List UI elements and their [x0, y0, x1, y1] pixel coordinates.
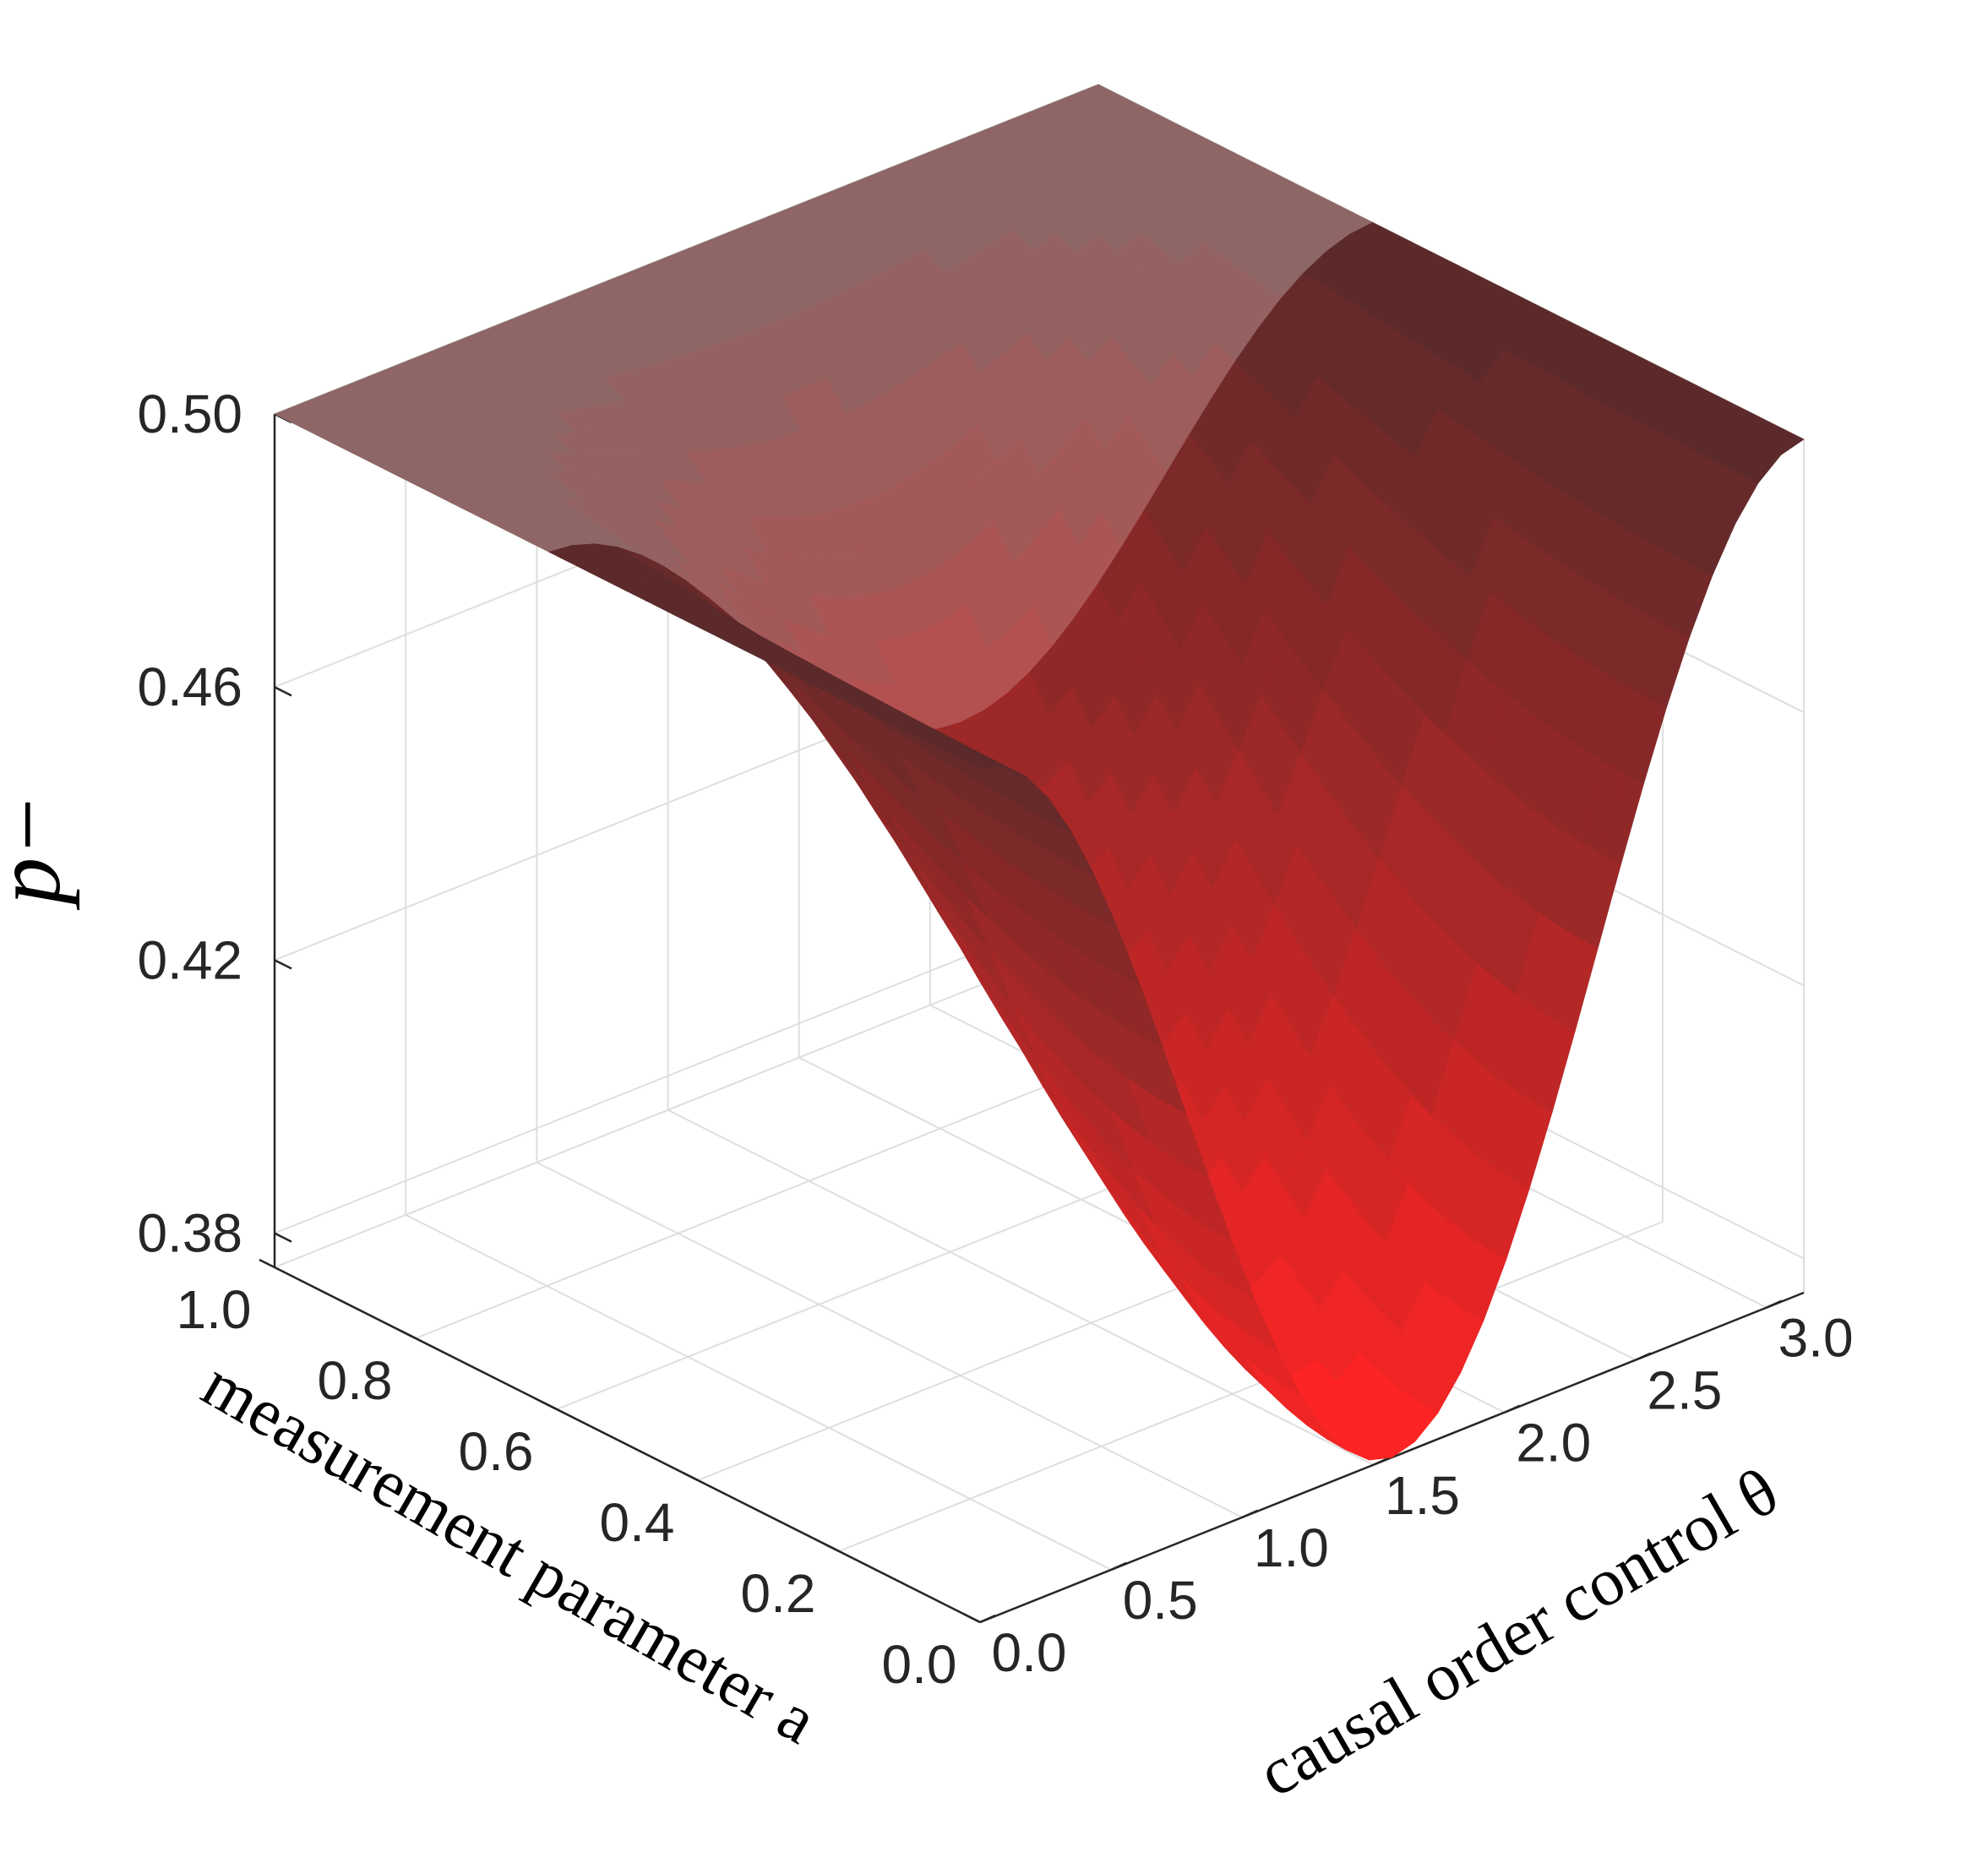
- z-tick: [274, 959, 292, 970]
- grid-line-floor-a: [274, 937, 1099, 1268]
- y-tick-label: 0.4: [600, 1492, 675, 1553]
- z-tick: [274, 686, 292, 697]
- y-tick-label: 0.6: [459, 1421, 534, 1482]
- grid-line-floor-theta: [536, 1161, 1243, 1518]
- y-tick: [541, 1400, 558, 1411]
- z-tick-label: 0.46: [137, 656, 242, 717]
- x-tick: [1766, 1299, 1783, 1309]
- y-tick-label: 0.2: [741, 1563, 816, 1624]
- x-tick: [979, 1614, 996, 1624]
- x-tick: [1635, 1352, 1652, 1361]
- x-tick-label: 1.5: [1385, 1465, 1460, 1526]
- x-tick: [1504, 1404, 1521, 1414]
- y-tick: [823, 1542, 840, 1553]
- y-tick: [964, 1613, 981, 1624]
- x-tick-label: 0.5: [1123, 1570, 1198, 1631]
- grid-line-floor-a: [838, 1221, 1664, 1552]
- x-tick: [1110, 1561, 1127, 1572]
- y-tick-label: 1.0: [177, 1279, 252, 1340]
- x-tick-label: 2.0: [1516, 1413, 1591, 1474]
- y-tick: [400, 1329, 417, 1340]
- y-tick: [682, 1471, 699, 1482]
- z-tick: [274, 1232, 292, 1243]
- y-axis-line: [274, 1266, 981, 1624]
- x-tick: [1373, 1457, 1390, 1466]
- y-tick-label: 0.0: [882, 1634, 957, 1695]
- y-tick: [259, 1258, 275, 1269]
- z-tick-label: 0.42: [137, 929, 242, 990]
- grid-line-wall-z: [274, 902, 1099, 1234]
- z-axis-title: p−: [0, 793, 80, 911]
- grid-line-floor-theta: [667, 1109, 1374, 1466]
- x-tick-label: 3.0: [1778, 1308, 1854, 1369]
- grid-line-floor-theta: [405, 1214, 1112, 1571]
- x-tick-label: 1.0: [1254, 1517, 1329, 1578]
- x-tick-label: 2.5: [1647, 1360, 1722, 1421]
- x-tick: [1241, 1509, 1258, 1519]
- y-tick-label: 0.8: [318, 1350, 393, 1411]
- surface-cell: [959, 755, 1005, 770]
- y-axis-title: measurement parameter a: [190, 1347, 829, 1758]
- z-tick-label: 0.50: [137, 384, 242, 444]
- surface: [274, 84, 1805, 1461]
- z-tick-label: 0.38: [137, 1203, 242, 1264]
- x-axis-title: causal order control θ: [1246, 1454, 1791, 1811]
- x-tick-label: 0.0: [992, 1622, 1067, 1683]
- tick-labels: 0.0 0.5 1.0 1.5 2.0 2.5 3.0 0.0 0.2 0.4 0.6 0.8 1.0 0…: [137, 384, 1853, 1695]
